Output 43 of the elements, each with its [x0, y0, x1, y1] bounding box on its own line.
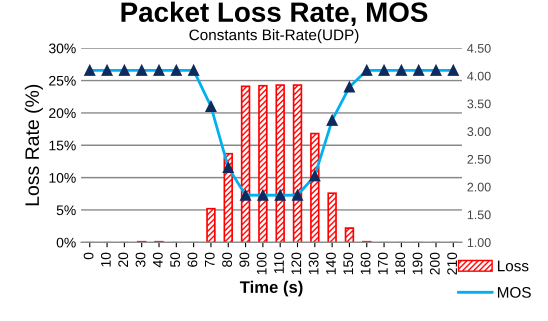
x-tick-label: 100 [256, 252, 267, 274]
y2-tick-label: 1.00 [468, 238, 491, 248]
x-tick-label: 160 [360, 252, 370, 274]
x-tick-label: 20 [118, 252, 128, 267]
y-tick-label: 5% [56, 205, 76, 216]
x-tick-label: 170 [378, 252, 388, 274]
x-tick-label: 140 [326, 252, 336, 274]
y2-tick-label: 3.00 [467, 127, 491, 136]
y-axis-title: Loss Rate (%) [24, 84, 43, 206]
x-tick-label: 40 [152, 252, 163, 268]
x-tick-label: 0 [84, 252, 94, 260]
legend-label: MOS [498, 286, 531, 298]
x-tick-label: 70 [204, 252, 215, 267]
chart-subtitle: Constants Bit-Rate(UDP) [189, 29, 358, 44]
x-tick-label: 120 [291, 252, 302, 274]
y2-tick-label: 3.50 [467, 99, 491, 108]
y2-tick-label: 1.50 [468, 210, 491, 220]
x-tick-label: 10 [100, 252, 111, 266]
x-tick-label: 60 [188, 252, 198, 267]
x-tick-label: 110 [274, 252, 284, 274]
x-tick-label: 150 [343, 252, 354, 274]
y2-tick-label: 4.00 [467, 72, 491, 81]
y2-tick-label: 4.50 [467, 44, 491, 53]
y-tick-label: 25% [49, 76, 76, 86]
y-tick-label: 0% [56, 238, 76, 248]
x-tick-label: 80 [222, 252, 232, 267]
x-tick-label: 210 [447, 252, 458, 275]
y-tick-label: 10% [50, 172, 76, 183]
x-tick-label: 130 [308, 252, 319, 274]
x-axis-title: Time (s) [240, 280, 303, 296]
y-tick-label: 20% [49, 108, 76, 118]
x-tick-label: 190 [412, 252, 422, 274]
x-tick-label: 30 [136, 252, 146, 267]
x-tick-label: 200 [430, 252, 440, 275]
x-tick-label: 50 [170, 252, 180, 267]
y-tick-label: 15% [50, 140, 76, 150]
y2-tick-label: 2.00 [467, 182, 491, 192]
x-tick-label: 180 [395, 252, 406, 274]
legend-label: Loss [498, 260, 528, 272]
x-tick-label: 90 [239, 252, 250, 267]
y-tick-label: 30% [48, 43, 76, 54]
chart-title: Packet Loss Rate, MOS [121, 2, 428, 26]
y2-tick-label: 2.50 [467, 154, 491, 164]
